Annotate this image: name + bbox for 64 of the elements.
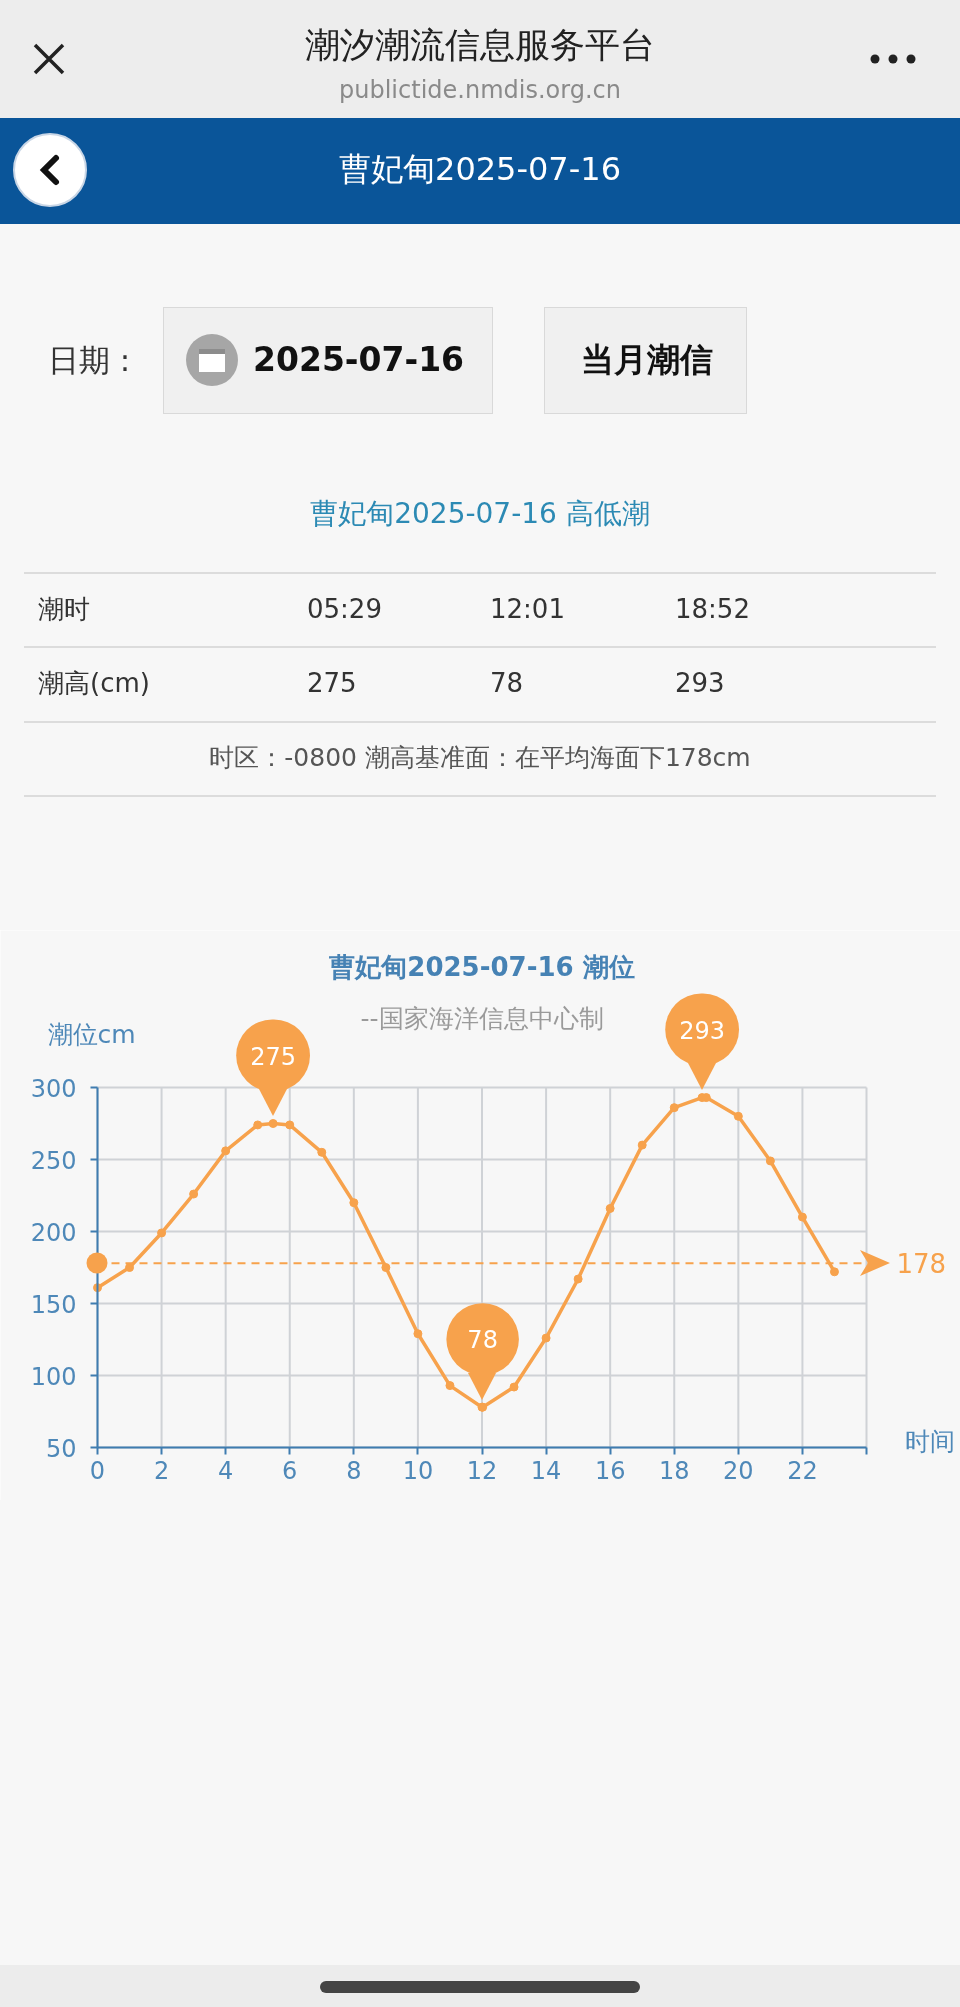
text: 05:29 <box>307 593 383 626</box>
x-tick-label: 14 <box>530 1456 562 1485</box>
data-label: 293 <box>679 1016 726 1045</box>
y-tick-label: 250 <box>30 1146 77 1175</box>
text: 2025-07-16 <box>253 339 466 381</box>
x-tick-label: 12 <box>466 1456 498 1485</box>
point <box>605 1203 615 1213</box>
point <box>829 1267 839 1277</box>
x-tick-label: 8 <box>346 1456 362 1485</box>
point <box>381 1263 391 1272</box>
point <box>413 1329 423 1339</box>
text: 18:52 <box>675 593 751 626</box>
text: 当月潮信 <box>579 339 714 381</box>
point <box>509 1382 519 1392</box>
y-tick-label: 50 <box>45 1434 77 1463</box>
y-tick-label: 150 <box>30 1290 77 1319</box>
text: 曹妃甸2025-07-16 高低潮 <box>309 496 651 532</box>
text: 潮时 <box>38 593 91 626</box>
point <box>317 1147 327 1157</box>
text: 12:01 <box>490 593 566 626</box>
chart-subtitle: --国家海洋信息中心制 <box>360 1004 604 1033</box>
x-tick-label: 20 <box>723 1456 754 1485</box>
y-tick-label: 200 <box>30 1218 77 1247</box>
text: 293 <box>675 667 726 700</box>
text: 曹妃甸2025-07-16 <box>338 149 622 190</box>
point <box>285 1120 295 1130</box>
data-label: 78 <box>467 1326 498 1355</box>
y-axis-title: 潮位cm <box>47 1020 136 1049</box>
text: 潮汐潮流信息服务平台 <box>304 24 656 67</box>
text: 日期 : <box>48 341 132 380</box>
y-tick-label: 300 <box>30 1074 77 1103</box>
point <box>445 1381 455 1391</box>
text: 78 <box>490 667 525 700</box>
point <box>541 1333 551 1343</box>
point <box>349 1198 359 1208</box>
point <box>797 1212 807 1222</box>
point <box>157 1228 167 1238</box>
point <box>669 1103 679 1113</box>
text: publictide.nmdis.org.cn <box>338 75 622 106</box>
point <box>125 1263 135 1272</box>
text: 潮高(cm) <box>38 667 151 700</box>
x-tick-label: 6 <box>282 1456 298 1485</box>
text: 275 <box>307 667 358 700</box>
point <box>765 1156 775 1166</box>
data-label: 275 <box>250 1042 296 1071</box>
x-tick-label: 10 <box>402 1456 434 1485</box>
point <box>573 1274 583 1284</box>
point <box>637 1140 647 1150</box>
point <box>268 1119 278 1128</box>
x-tick-label: 16 <box>594 1456 626 1485</box>
x-axis-title: 时间 <box>904 1427 955 1456</box>
point <box>733 1111 743 1121</box>
x-tick-label: 2 <box>153 1456 170 1485</box>
ref-line-label: 178 <box>896 1249 947 1280</box>
text: 时区：-0800 潮高基准面：在平均海面下178cm <box>208 742 752 774</box>
y-tick-label: 100 <box>30 1362 77 1391</box>
x-tick-label: 18 <box>658 1456 690 1485</box>
x-tick-label: 4 <box>218 1456 234 1485</box>
point <box>253 1120 263 1130</box>
x-tick-label: 0 <box>89 1456 106 1485</box>
point <box>221 1146 231 1156</box>
chart-title: 曹妃甸2025-07-16 潮位 <box>328 951 635 982</box>
x-tick-label: 22 <box>787 1456 818 1485</box>
point <box>189 1189 199 1199</box>
